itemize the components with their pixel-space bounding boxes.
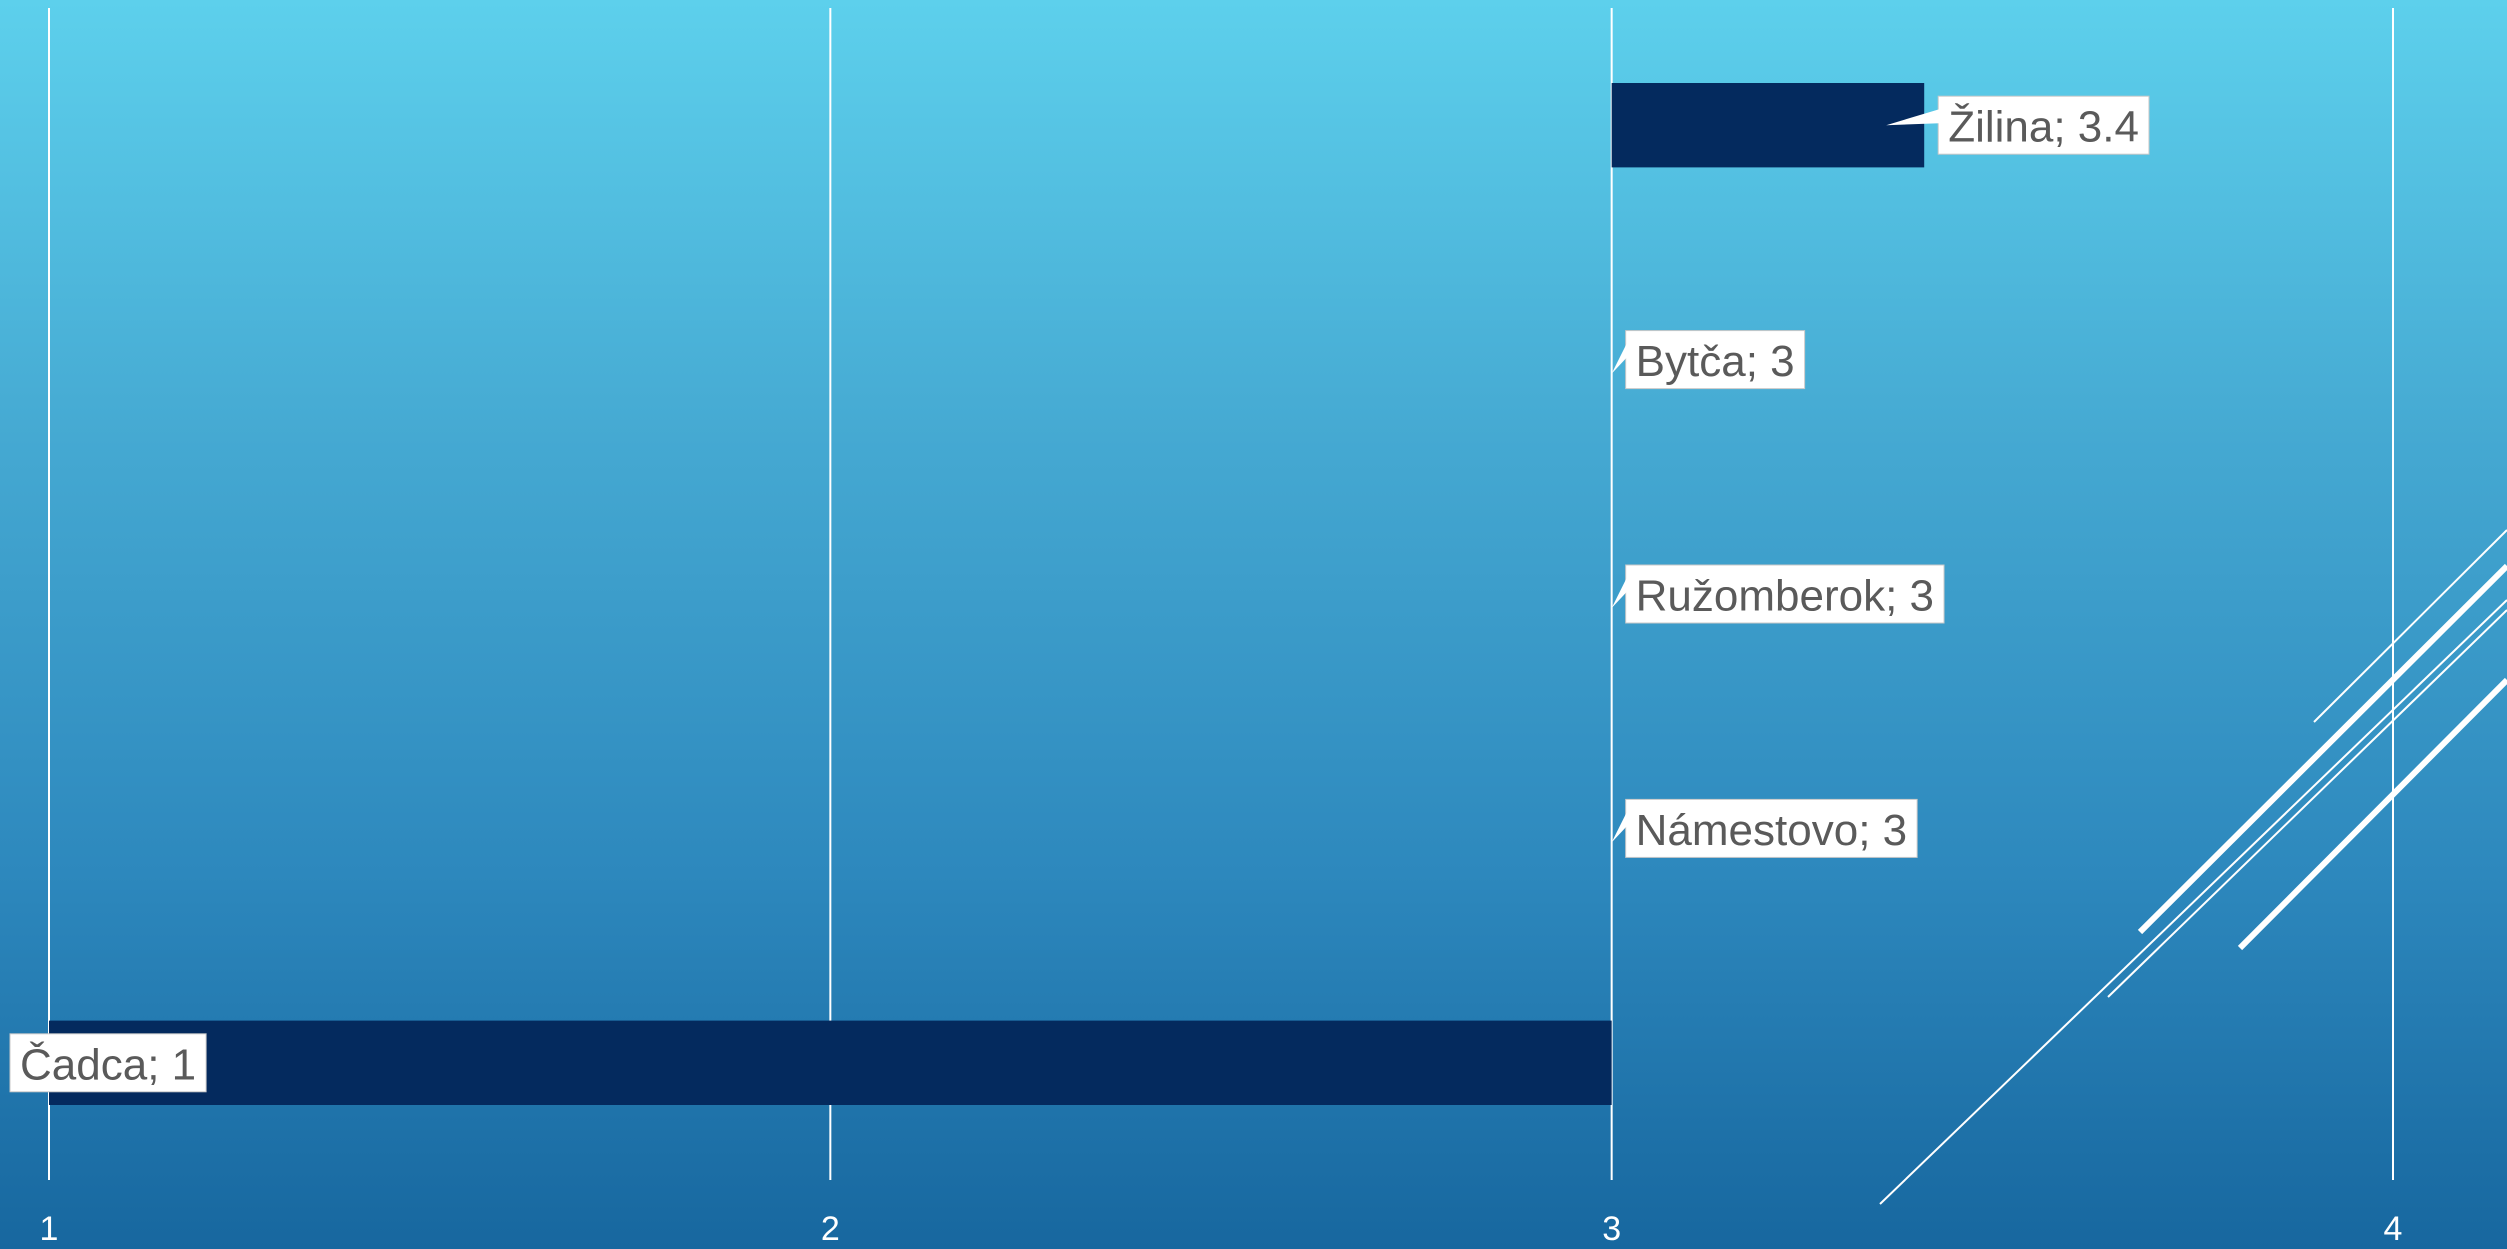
x-tick-label-3: 3 xyxy=(1602,1210,1621,1248)
data-label-pointer xyxy=(1611,343,1627,374)
bar-Čadca xyxy=(49,1020,1612,1105)
x-tick-label-4: 4 xyxy=(2384,1210,2403,1248)
decor-line-4 xyxy=(2237,677,2507,951)
data-label-box xyxy=(9,1033,207,1093)
data-label-text: Ružomberok; 3 xyxy=(1636,572,1934,621)
decor-line-3 xyxy=(2107,609,2507,998)
decor-line-1 xyxy=(1879,599,2507,1205)
data-label-pointer xyxy=(1611,578,1627,608)
x-tick-label-1: 1 xyxy=(40,1210,59,1248)
x-axis-ticks: 1 2 3 4 xyxy=(40,1210,2403,1248)
data-label-Námestovo: Námestovo; 3 xyxy=(1611,798,1918,858)
data-label-pointer xyxy=(1886,109,1940,126)
data-label-box xyxy=(1625,564,1945,624)
decor-line-5 xyxy=(2313,529,2507,723)
data-label-Bytča: Bytča; 3 xyxy=(1611,330,1806,390)
x-tick-label-2: 2 xyxy=(821,1210,840,1248)
data-label-Ružomberok: Ružomberok; 3 xyxy=(1611,564,1945,624)
data-labels: Čadca; 1 Námestovo; 3 Ružomberok; 3 Bytča; … xyxy=(9,95,2150,1093)
data-label-box xyxy=(1625,330,1806,390)
bars xyxy=(49,83,1925,1105)
data-label-box xyxy=(1625,798,1918,858)
data-label-pointer xyxy=(1611,812,1627,843)
bar-Žilina xyxy=(1611,83,1925,168)
data-label-text: Bytča; 3 xyxy=(1636,337,1795,386)
data-label-box xyxy=(1937,95,2150,155)
data-label-text: Čadca; 1 xyxy=(20,1039,196,1089)
decor-line-2 xyxy=(2137,563,2507,935)
data-label-text: Žilina; 3.4 xyxy=(1948,103,2139,152)
data-label-Čadca: Čadca; 1 xyxy=(9,1033,207,1093)
data-label-text: Námestovo; 3 xyxy=(1636,806,1907,855)
data-label-Žilina: Žilina; 3.4 xyxy=(1886,95,2150,155)
gridlines xyxy=(48,8,2394,1180)
